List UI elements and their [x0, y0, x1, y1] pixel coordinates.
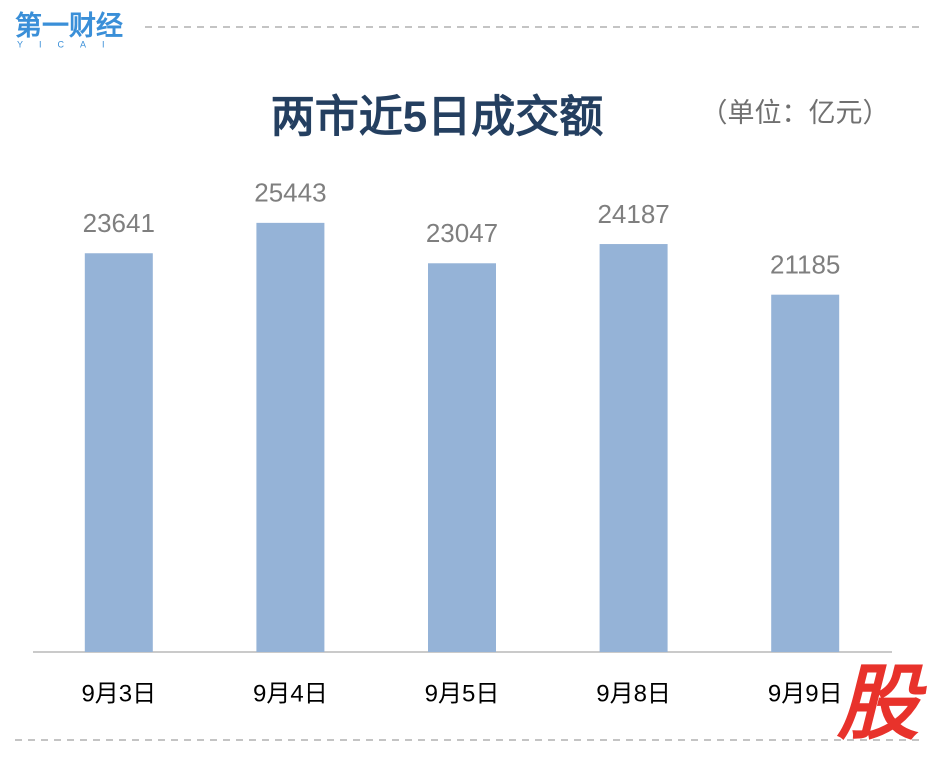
bar: [256, 222, 325, 653]
x-tick-label: 9月3日: [81, 680, 156, 707]
value-label: 24187: [597, 199, 669, 229]
bar: [84, 253, 153, 652]
bar: [599, 244, 668, 652]
x-tick-label: 9月4日: [253, 680, 328, 707]
logo: 第一财经: [15, 10, 123, 41]
chart-title: 两市近5日成交额: [271, 93, 603, 142]
bar: [771, 294, 840, 652]
watermark: 股: [836, 659, 927, 750]
x-tick-label: 9月5日: [425, 680, 500, 707]
value-label: 23047: [426, 218, 498, 248]
bar: [428, 263, 496, 652]
logo-sub: YICAI: [17, 39, 121, 49]
value-label: 25443: [254, 178, 326, 208]
unit-label: （单位：亿元）: [701, 98, 890, 128]
x-tick-label: 9月9日: [768, 680, 843, 707]
value-label: 21185: [770, 250, 840, 280]
value-label: 23641: [83, 208, 155, 238]
x-tick-label: 9月8日: [596, 680, 671, 707]
